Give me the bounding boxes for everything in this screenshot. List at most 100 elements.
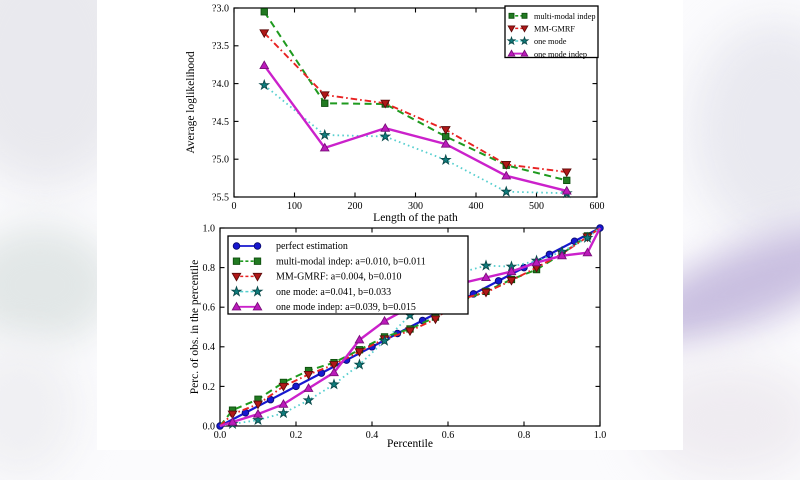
data-point-marker xyxy=(329,361,339,370)
data-point-marker xyxy=(501,160,512,170)
data-point-marker xyxy=(506,266,517,276)
data-point-marker xyxy=(302,394,315,406)
data-point-marker xyxy=(380,99,391,109)
x-tick-label: 600 xyxy=(590,201,605,212)
x-tick-label: 0.4 xyxy=(366,430,379,441)
legend-entry-one-mode-indep: one mode indep: a=0.039, b=0.015 xyxy=(231,301,416,313)
y-tick-label: ?3.5 xyxy=(212,41,229,52)
legend: multi-modal indep MM-GMRF one mode one mode… xyxy=(504,5,599,59)
data-point-marker xyxy=(582,247,593,257)
x-axis-label: Percentile xyxy=(387,438,433,450)
series-mm-gmrf xyxy=(219,227,601,427)
y-tick-label: ?5.0 xyxy=(212,155,229,166)
data-point-marker xyxy=(353,358,366,370)
x-tick-label: 0 xyxy=(232,201,237,212)
data-point-marker xyxy=(481,288,491,298)
y-axis-label: Perc. of obs. in the percentile xyxy=(189,260,201,394)
data-point-marker xyxy=(278,399,289,408)
data-point-marker xyxy=(440,138,451,148)
data-point-marker xyxy=(278,382,289,392)
legend-entry-perfect-estimation: perfect estimation xyxy=(232,241,348,252)
x-tick-label: 400 xyxy=(469,201,484,212)
data-point-marker xyxy=(318,128,331,141)
legend-box xyxy=(504,5,599,59)
figure-canvas: 0 100 200 300 400 500 600 ?5.5 ?5.0 ?4.5 ?4.0 ?3.5?… xyxy=(97,0,683,450)
x-tick-label: 500 xyxy=(529,201,544,212)
bottom-chart: 0.0 0.2 0.4 0.6 0.8 1.0 0.0 0.2 0.4 0.6 0.8 1.0 Perc… xyxy=(189,223,606,450)
y-tick-label: ?3.0 xyxy=(212,3,229,14)
legend-box xyxy=(227,235,469,315)
y-tick-label: ?5.5 xyxy=(212,192,229,203)
data-point-marker xyxy=(303,383,314,392)
data-point-marker xyxy=(253,408,263,418)
data-point-marker xyxy=(227,410,238,420)
data-point-marker xyxy=(380,122,391,132)
data-point-marker xyxy=(440,126,451,135)
data-point-marker xyxy=(494,277,503,285)
data-point-marker xyxy=(379,130,392,142)
data-point-marker xyxy=(321,99,329,107)
y-tick-label: ?4.0 xyxy=(212,79,229,90)
data-point-marker xyxy=(253,400,263,410)
y-tick-label: 0.8 xyxy=(203,263,216,274)
y-tick-label: 0.6 xyxy=(203,303,216,314)
legend-entry-one-mode-indep: one mode indep xyxy=(507,49,587,59)
legend-label: multi-modal indep: a=0.010, b=0.011 xyxy=(276,256,426,267)
legend-label: one mode xyxy=(534,37,567,46)
x-tick-label: 200 xyxy=(348,201,363,212)
legend-label: MM-GMRF: a=0.004, b=0.010 xyxy=(276,272,401,283)
legend-label: multi-modal indep xyxy=(534,12,596,21)
data-point-marker xyxy=(354,348,365,357)
data-point-marker xyxy=(557,250,567,260)
data-point-marker xyxy=(260,8,268,16)
background-blur-blob xyxy=(690,20,800,240)
data-point-marker xyxy=(501,170,512,180)
data-point-marker xyxy=(277,406,290,419)
data-point-marker xyxy=(545,250,554,259)
x-tick-label: 0.2 xyxy=(290,430,303,441)
legend-label: perfect estimation xyxy=(276,241,348,252)
series-mm-gmrf xyxy=(259,29,572,178)
data-point-marker xyxy=(405,327,415,337)
legend-label: one mode indep xyxy=(534,50,587,59)
x-tick-label: 0.6 xyxy=(442,430,455,441)
data-point-marker xyxy=(378,334,391,346)
legend: perfect estimation multi-modal indep: a=0… xyxy=(227,235,469,315)
data-point-marker xyxy=(581,231,594,243)
x-tick-label: 1.0 xyxy=(594,430,607,441)
x-tick-label: 0.0 xyxy=(214,430,227,441)
data-point-marker xyxy=(354,334,365,344)
x-tick-label: 100 xyxy=(287,201,302,212)
data-point-marker xyxy=(319,142,330,152)
data-point-marker xyxy=(292,382,300,391)
data-point-marker xyxy=(500,185,513,197)
legend-label: one mode indep: a=0.039, b=0.015 xyxy=(276,302,416,313)
x-axis-label: Length of the path xyxy=(373,212,458,224)
data-point-marker xyxy=(563,176,571,185)
series-line xyxy=(263,11,567,182)
legend-label: MM-GMRF xyxy=(534,25,575,34)
data-point-marker xyxy=(480,259,492,271)
data-point-marker xyxy=(259,29,270,39)
legend-entry-one-mode: one mode: a=0.041, b=0.033 xyxy=(230,285,391,298)
data-point-marker xyxy=(531,257,542,267)
data-point-marker xyxy=(430,315,441,325)
data-point-marker xyxy=(561,168,572,178)
legend-entry-one-mode: one mode xyxy=(506,35,567,46)
series-one-mode-indep xyxy=(259,60,572,195)
data-point-marker xyxy=(561,185,572,195)
y-axis-label: Average loglikelihood xyxy=(185,51,197,154)
y-tick-label: ?4.5 xyxy=(212,117,229,128)
data-point-marker xyxy=(227,416,238,426)
legend-entry-multi-modal-indep: multi-modal indep xyxy=(508,12,596,21)
legend-entry-mm-gmrf: MM-GMRF xyxy=(507,25,575,34)
data-point-marker xyxy=(252,413,264,426)
y-tick-label: 0.0 xyxy=(203,421,216,432)
data-point-marker xyxy=(258,78,271,91)
x-tick-label: 0.8 xyxy=(518,430,531,441)
series-line xyxy=(263,32,567,173)
data-point-marker xyxy=(506,276,517,286)
two-panel-figure: 0 100 200 300 400 500 600 ?5.5 ?5.0 ?4.5 ?4.0 ?3.5?… xyxy=(185,3,606,450)
legend-entry-mm-gmrf: MM-GMRF: a=0.004, b=0.010 xyxy=(231,272,401,283)
